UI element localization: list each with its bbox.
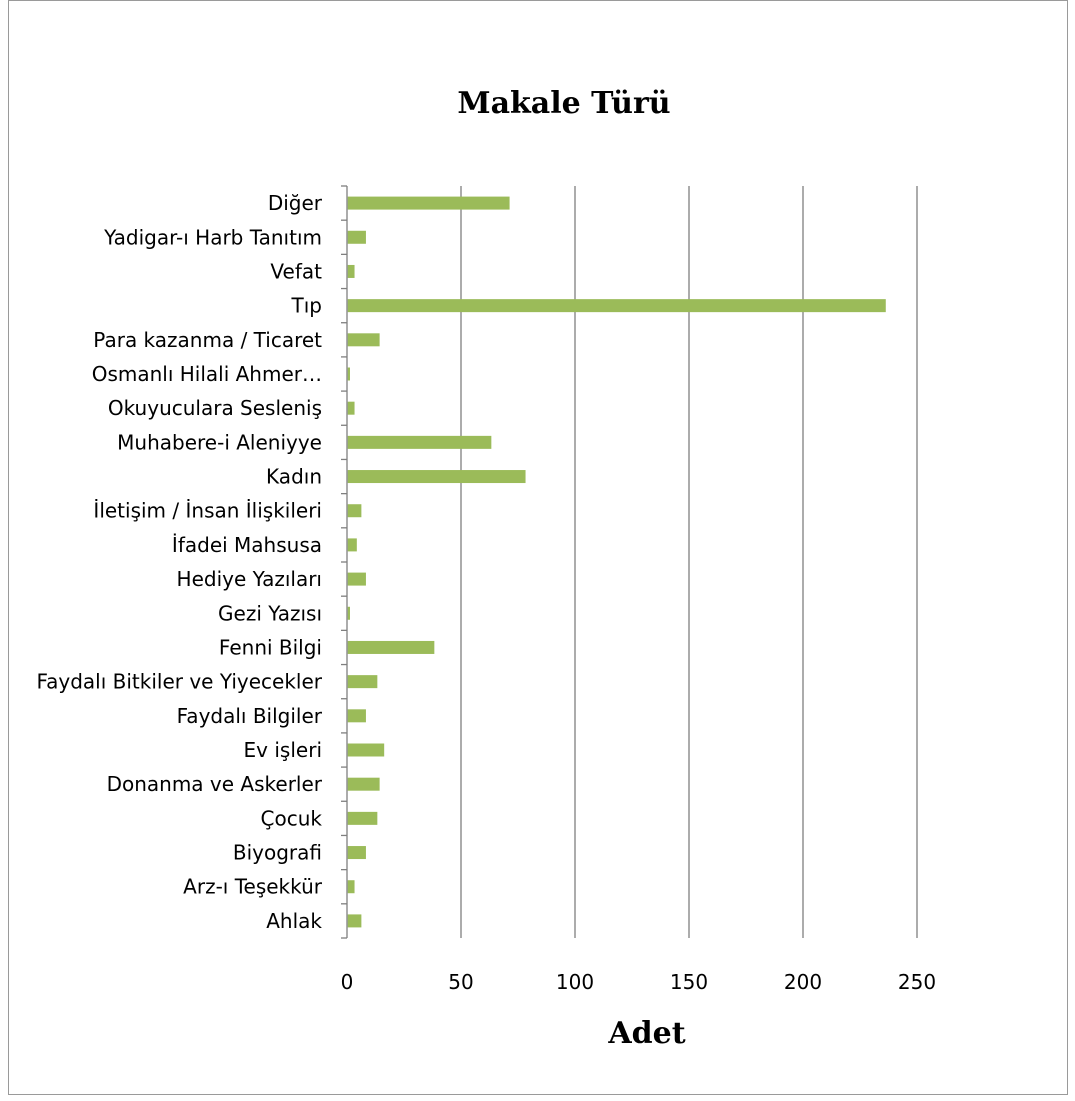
- bar: [347, 880, 355, 894]
- bar: [347, 538, 357, 552]
- bar: [347, 230, 366, 244]
- bar: [347, 606, 350, 620]
- y-category-label: Biyografi: [233, 841, 322, 865]
- y-category-label: Faydalı Bitkiler ve Yiyecekler: [36, 670, 322, 694]
- y-category-label: Gezi Yazısı: [218, 601, 322, 625]
- y-category-label: Arz-ı Teşekkür: [183, 875, 323, 899]
- bar: [347, 709, 366, 723]
- x-tick-label: 50: [448, 970, 473, 994]
- x-tick-label: 200: [784, 970, 822, 994]
- y-category-label: Hediye Yazıları: [177, 567, 322, 591]
- y-category-label: Kadın: [266, 465, 322, 489]
- y-category-label: Donanma ve Askerler: [107, 772, 323, 796]
- y-category-label: İletişim / İnsan İlişkileri: [93, 499, 322, 523]
- y-category-label: Fenni Bilgi: [219, 635, 322, 659]
- bar: [347, 435, 492, 449]
- y-axis: Diğer Yadigar-ı Harb Tanıtım Vefat Tıp Para …: [36, 185, 348, 939]
- bar: [347, 743, 385, 757]
- y-category-label: Yadigar-ı Harb Tanıtım: [103, 225, 322, 249]
- x-tick-label: 0: [341, 970, 354, 994]
- bar: [347, 470, 526, 484]
- y-category-label: Para kazanma / Ticaret: [93, 328, 322, 352]
- bar: [347, 914, 362, 928]
- y-category-label: Diğer: [268, 191, 323, 215]
- x-axis-title: Adet: [607, 1016, 685, 1051]
- y-category-label: Tıp: [291, 294, 322, 318]
- bar: [347, 504, 362, 518]
- chart-frame: [8, 0, 1068, 1095]
- bar: [347, 640, 435, 654]
- bar: [347, 846, 366, 860]
- y-category-label: Ahlak: [266, 909, 322, 933]
- y-category-label: Osmanlı Hilali Ahmer…: [92, 362, 322, 386]
- bar: [347, 675, 378, 689]
- bars: [347, 196, 886, 928]
- y-category-label: Ev işleri: [244, 738, 322, 762]
- bar: [347, 777, 380, 791]
- bar: [347, 401, 355, 415]
- y-category-label: Okuyuculara Sesleniş: [108, 396, 322, 420]
- bar: [347, 811, 378, 825]
- y-category-label: Çocuk: [261, 806, 323, 830]
- bar: [347, 572, 366, 586]
- x-tick-label: 250: [898, 970, 936, 994]
- bar: [347, 264, 355, 278]
- y-category-label: Faydalı Bilgiler: [177, 704, 323, 728]
- x-axis-ticks: 0 50 100 150 200 250: [341, 970, 936, 994]
- gridlines: [460, 186, 918, 938]
- x-tick-label: 150: [670, 970, 708, 994]
- y-category-label: Muhabere-i Aleniyye: [117, 430, 322, 454]
- bar: [347, 367, 350, 381]
- y-category-label: Vefat: [270, 259, 322, 283]
- x-tick-label: 100: [556, 970, 594, 994]
- bar: [347, 299, 886, 313]
- bar: [347, 196, 510, 210]
- bar: [347, 333, 380, 347]
- y-category-label: İfadei Mahsusa: [172, 533, 322, 557]
- chart-title: Makale Türü: [457, 86, 670, 121]
